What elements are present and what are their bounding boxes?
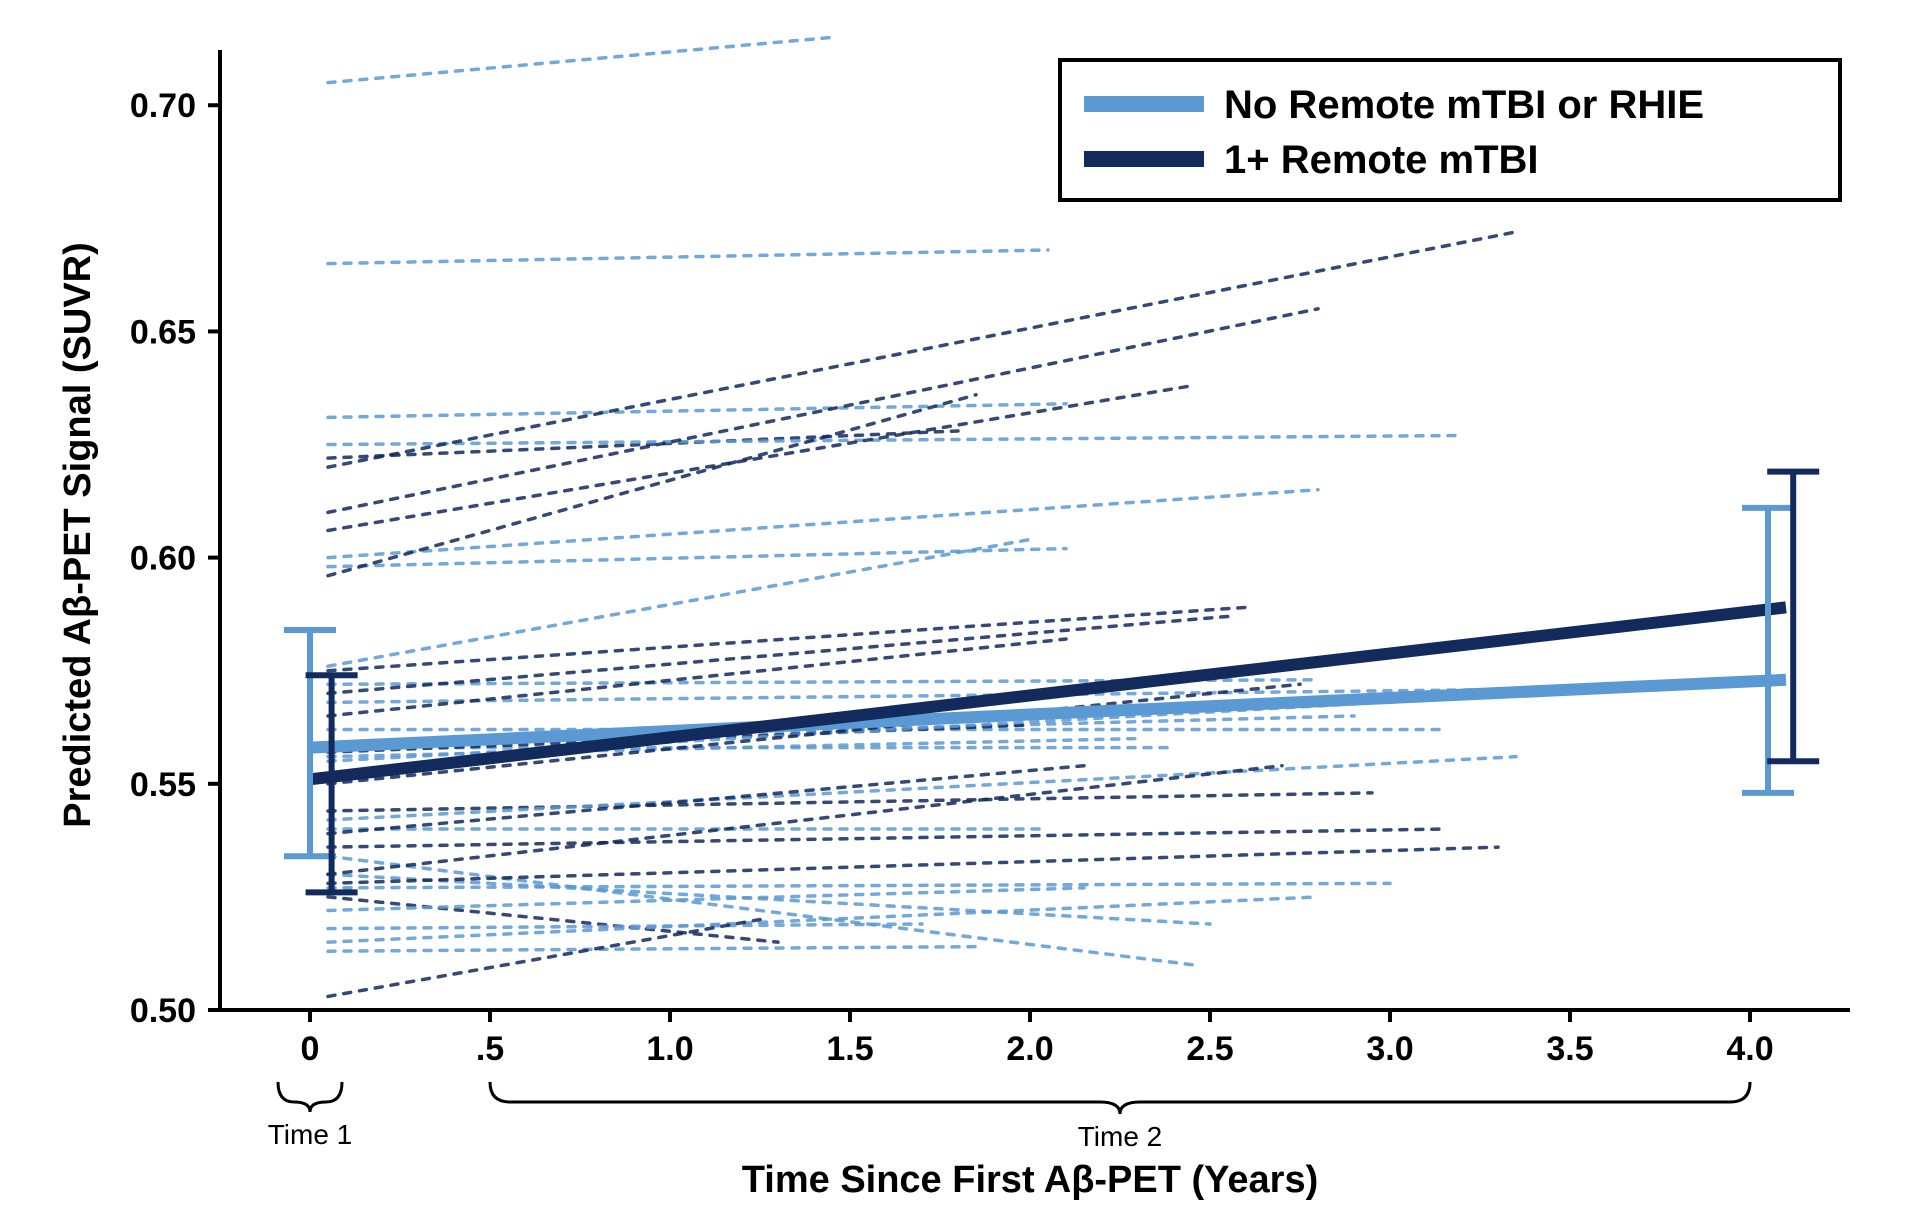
y-tick-label: 0.65 bbox=[130, 313, 196, 351]
legend-swatch bbox=[1084, 151, 1204, 167]
y-tick-label: 0.50 bbox=[130, 992, 196, 1030]
x-tick-label: 4.0 bbox=[1726, 1030, 1773, 1068]
time1-label: Time 1 bbox=[268, 1119, 353, 1150]
y-tick-label: 0.70 bbox=[130, 87, 196, 125]
chart-svg: 0.50 0.55 0.60 0.65 0.70 0 .5 1.0 1.5 2.0 2.5 3.0 3.… bbox=[0, 0, 1920, 1220]
x-tick-label: 0 bbox=[301, 1030, 320, 1068]
x-axis-label: Time Since First Aβ-PET (Years) bbox=[742, 1159, 1319, 1201]
chart-container: 0.50 0.55 0.60 0.65 0.70 0 .5 1.0 1.5 2.0 2.5 3.0 3.… bbox=[0, 0, 1920, 1220]
x-tick-label: 3.0 bbox=[1366, 1030, 1413, 1068]
x-tick-label: 3.5 bbox=[1546, 1030, 1593, 1068]
x-tick-label: 1.5 bbox=[826, 1030, 873, 1068]
x-tick-label: 2.5 bbox=[1186, 1030, 1233, 1068]
legend: No Remote mTBI or RHIE 1+ Remote mTBI bbox=[1060, 60, 1840, 200]
x-tick-label: 2.0 bbox=[1006, 1030, 1053, 1068]
y-axis-label: Predicted Aβ-PET Signal (SUVR) bbox=[57, 242, 99, 828]
y-tick-label: 0.55 bbox=[130, 766, 196, 804]
legend-label: No Remote mTBI or RHIE bbox=[1224, 83, 1704, 127]
x-tick-label: 1.0 bbox=[646, 1030, 693, 1068]
legend-label: 1+ Remote mTBI bbox=[1224, 138, 1539, 182]
legend-swatch bbox=[1084, 96, 1204, 112]
y-tick-label: 0.60 bbox=[130, 540, 196, 578]
time2-label: Time 2 bbox=[1078, 1121, 1163, 1152]
x-tick-label: .5 bbox=[476, 1030, 504, 1068]
